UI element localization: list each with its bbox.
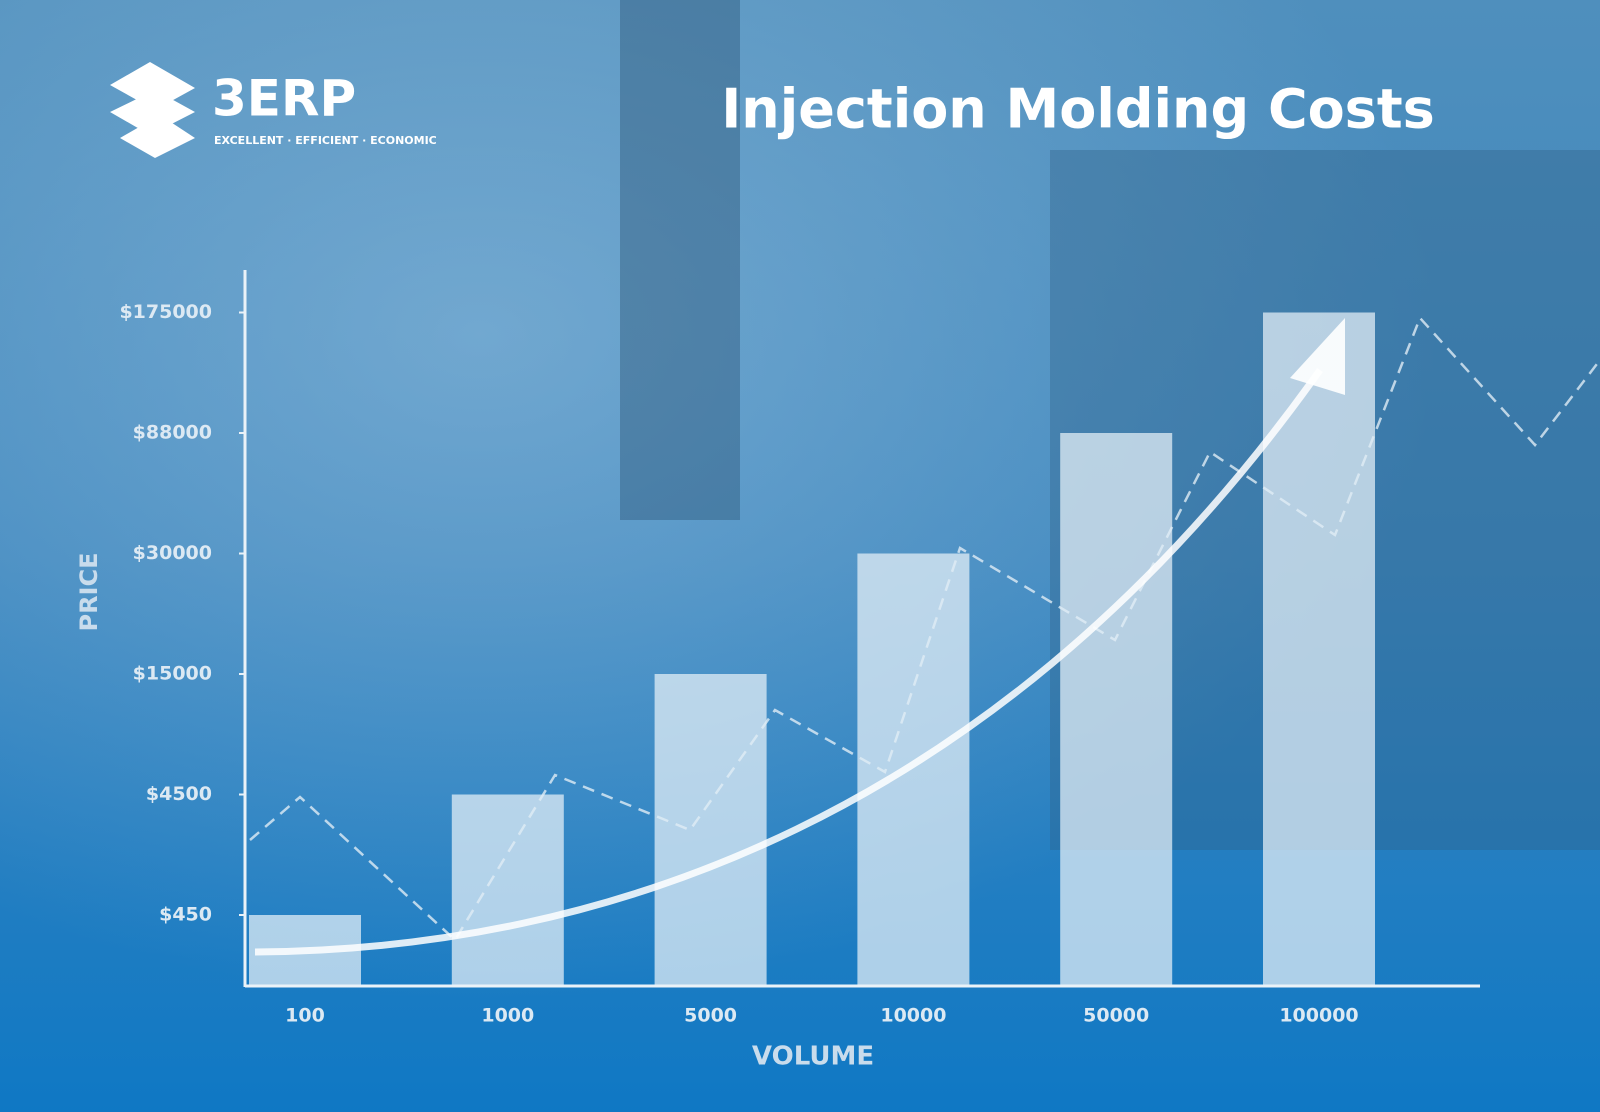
x-tick-label: 100 — [285, 1005, 325, 1027]
logo-text: 3ERP — [212, 70, 356, 128]
y-tick-label: $15000 — [133, 663, 212, 685]
y-tick-label: $450 — [159, 904, 212, 926]
growth-arrowhead — [1290, 318, 1345, 395]
y-tick-label: $30000 — [133, 542, 212, 564]
bar — [654, 674, 767, 986]
machine-shape — [620, 0, 740, 520]
y-tick-label: $88000 — [133, 422, 212, 444]
x-tick-label: 1000 — [481, 1005, 534, 1027]
x-tick-label: 10000 — [880, 1005, 946, 1027]
bar — [857, 553, 970, 986]
y-tick-label: $4500 — [146, 783, 212, 805]
y-tick-label: $175000 — [119, 301, 212, 323]
x-tick-label: 50000 — [1083, 1005, 1149, 1027]
x-tick-label: 100000 — [1279, 1005, 1358, 1027]
tagline: EXCELLENT · EFFICIENT · ECONOMIC — [214, 134, 437, 147]
y-axis-label: PRICE — [75, 552, 103, 631]
chart-title: Injection Molding Costs — [721, 78, 1435, 141]
growth-arrow — [254, 367, 1323, 956]
logo-icon — [110, 62, 195, 158]
bar — [1263, 312, 1375, 986]
bar — [1060, 433, 1173, 986]
bar — [451, 794, 564, 986]
x-tick-label: 5000 — [684, 1005, 737, 1027]
trend-dashes — [249, 315, 1600, 942]
logo: 3ERP EXCELLENT · EFFICIENT · ECONOMIC — [110, 62, 437, 158]
x-axis-label: VOLUME — [752, 1042, 874, 1072]
